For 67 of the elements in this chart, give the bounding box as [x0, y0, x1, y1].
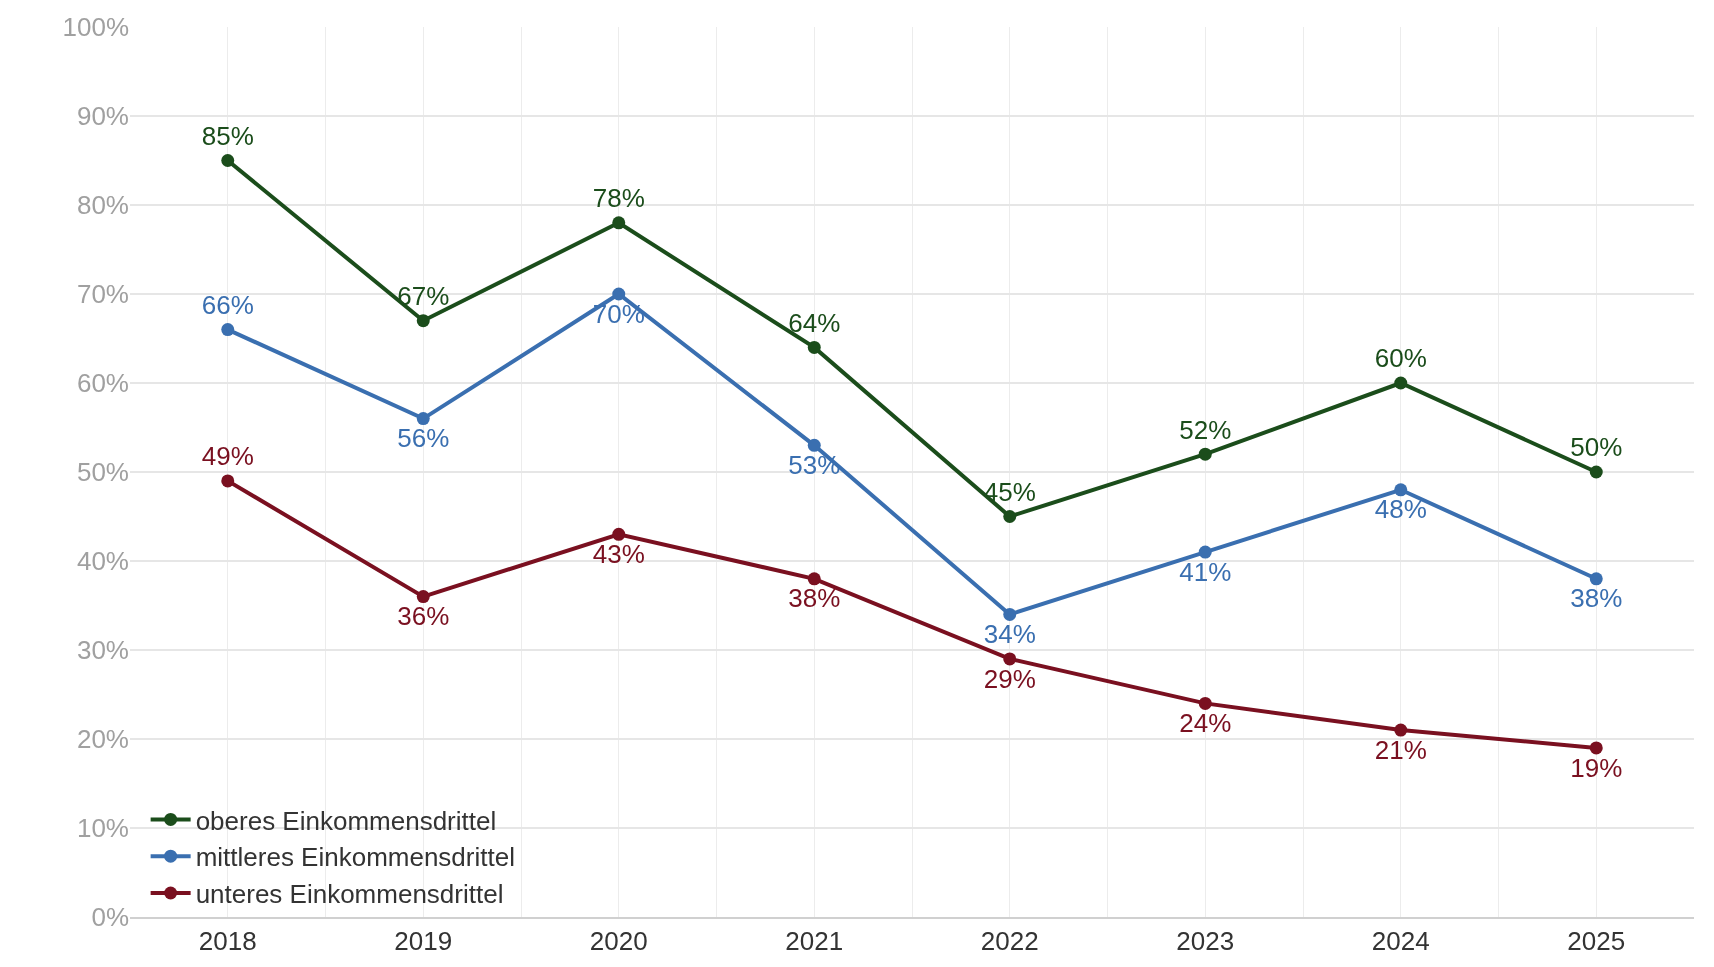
y-tick-label: 70% [76, 279, 129, 310]
point [1394, 723, 1408, 737]
legend-label: mittleres Einkommensdrittel [195, 842, 515, 873]
point [1394, 376, 1408, 390]
point [1394, 483, 1408, 497]
data-label: 49% [201, 441, 254, 472]
y-tick-label: 80% [76, 190, 129, 221]
data-label: 43% [592, 538, 645, 569]
y-tick-label: 100% [62, 12, 129, 43]
data-label: 85% [201, 120, 254, 151]
point [1003, 607, 1017, 621]
data-label: 60% [1374, 343, 1427, 374]
x-tick-label: 2024 [1371, 926, 1430, 957]
x-tick-label: 2019 [394, 926, 453, 957]
y-tick-label: 90% [76, 101, 129, 132]
y-tick-label: 50% [76, 457, 129, 488]
y-tick-label: 30% [76, 635, 129, 666]
y-tick-label: 0% [91, 902, 129, 933]
data-label: 66% [201, 289, 254, 320]
x-tick-label: 2025 [1567, 926, 1626, 957]
data-label: 24% [1179, 708, 1232, 739]
x-tick-label: 2023 [1176, 926, 1235, 957]
data-label: 45% [983, 476, 1036, 507]
point [1589, 465, 1603, 479]
y-tick-label: 60% [76, 368, 129, 399]
point [807, 572, 821, 586]
point [221, 474, 235, 488]
y-tick-label: 40% [76, 546, 129, 577]
point [1198, 447, 1212, 461]
x-tick-label: 2020 [589, 926, 648, 957]
point [1003, 510, 1017, 523]
point [221, 154, 235, 167]
data-label: 64% [788, 307, 841, 338]
data-label: 36% [397, 601, 450, 632]
point [612, 216, 626, 230]
data-label: 21% [1374, 734, 1427, 765]
point [416, 314, 430, 328]
point [416, 590, 430, 604]
point [1003, 652, 1017, 666]
data-label: 38% [788, 583, 841, 614]
point [416, 412, 430, 426]
legend-label: unteres Einkommensdrittel [195, 879, 504, 910]
x-tick-label: 2021 [785, 926, 844, 957]
data-label: 50% [1570, 432, 1623, 463]
point [1589, 572, 1603, 586]
point [807, 438, 821, 452]
point [221, 323, 235, 337]
data-label: 56% [397, 423, 450, 454]
point [1589, 741, 1603, 755]
data-label: 52% [1179, 414, 1232, 445]
point [807, 340, 821, 354]
point [1198, 545, 1212, 559]
data-label: 29% [983, 663, 1036, 694]
data-label: 19% [1570, 752, 1623, 783]
point [612, 287, 626, 301]
data-label: 48% [1374, 494, 1427, 525]
x-tick-label: 2022 [980, 926, 1039, 957]
data-label: 34% [983, 619, 1036, 650]
legend-label: oberes Einkommensdrittel [195, 805, 497, 836]
y-tick-label: 20% [76, 724, 129, 755]
y-tick-label: 10% [76, 813, 129, 844]
x-tick-label: 2018 [198, 926, 257, 957]
point [1198, 696, 1212, 710]
data-label: 41% [1179, 556, 1232, 587]
data-label: 78% [592, 183, 645, 214]
data-label: 38% [1570, 583, 1623, 614]
point [612, 527, 626, 541]
